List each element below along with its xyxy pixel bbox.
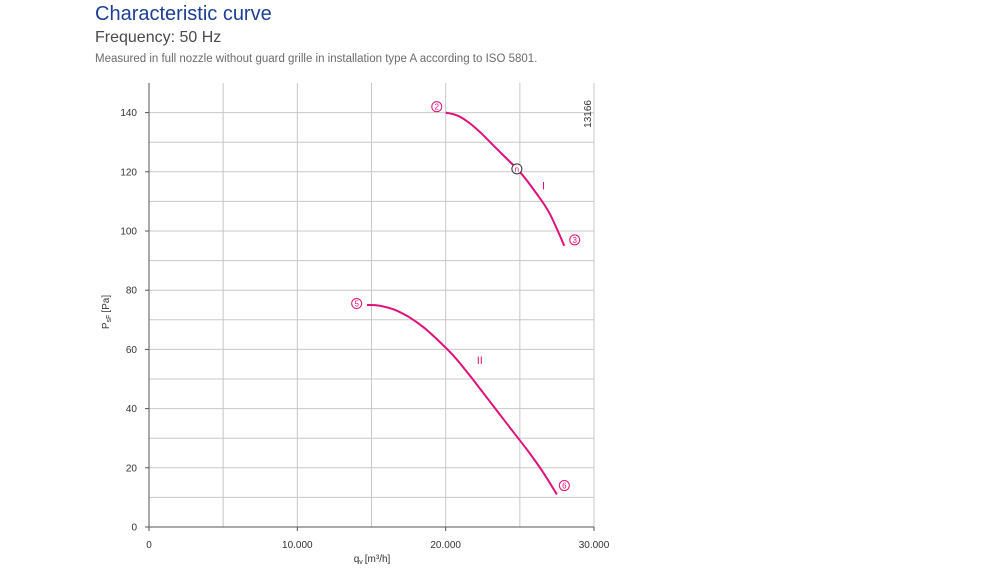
x-axis-subscript: v (359, 559, 363, 566)
marker-circle-3 (569, 234, 581, 246)
markers: 2 n 3 5 6 (351, 101, 581, 492)
marker-circle-6 (558, 480, 570, 492)
measurement-note: Measured in full nozzle without guard gr… (95, 53, 538, 65)
marker-label-3: 3 (572, 236, 577, 245)
chart-subtitle: Frequency: 50 Hz (95, 29, 222, 46)
x-tick-label: 10.000 (282, 540, 313, 551)
y-tick-label: 0 (131, 523, 137, 534)
x-axis-unit: [m³/h] (365, 554, 391, 565)
marker-circle-5 (351, 298, 363, 310)
marker-label-6: 6 (562, 482, 567, 491)
marker-label-n: n (515, 165, 519, 174)
x-tick-label: 20.000 (430, 540, 461, 551)
y-axis-unit: [Pa] (101, 295, 112, 313)
y-tick-label: 60 (126, 345, 138, 356)
marker-circle-n (511, 163, 523, 175)
y-axis-symbol: P (101, 322, 112, 329)
x-tick-label: 0 (146, 540, 152, 551)
curves (366, 111, 566, 495)
series-label-i: I (542, 181, 545, 193)
corner-label: 13166 (583, 100, 594, 128)
y-tick-label: 120 (120, 167, 137, 178)
y-tick-label: 20 (126, 463, 138, 474)
curve-i (445, 111, 566, 247)
y-axis-subscript: sF (106, 315, 113, 323)
curve-ii (366, 304, 558, 495)
axes (148, 83, 594, 528)
marker-label-2: 2 (435, 103, 440, 112)
x-axis-label: qv [m³/h] (354, 554, 391, 566)
y-tick-label: 40 (126, 404, 138, 415)
series-labels: III (477, 181, 545, 368)
marker-label-5: 5 (354, 300, 359, 309)
x-axis-symbol: q (354, 554, 360, 565)
tick-labels: 0 10.000 20.000 30.000 0 20 40 60 80 100 120 140 (120, 108, 609, 551)
x-tick-label: 30.000 (579, 540, 610, 551)
y-tick-label: 80 (126, 286, 138, 297)
chart-title: Characteristic curve (95, 3, 272, 25)
series-label-ii: II (477, 355, 483, 367)
y-tick-label: 100 (120, 227, 137, 238)
y-axis-label: PsF [Pa] (101, 295, 113, 329)
marker-circle-2 (431, 101, 443, 113)
y-tick-label: 140 (120, 108, 137, 119)
